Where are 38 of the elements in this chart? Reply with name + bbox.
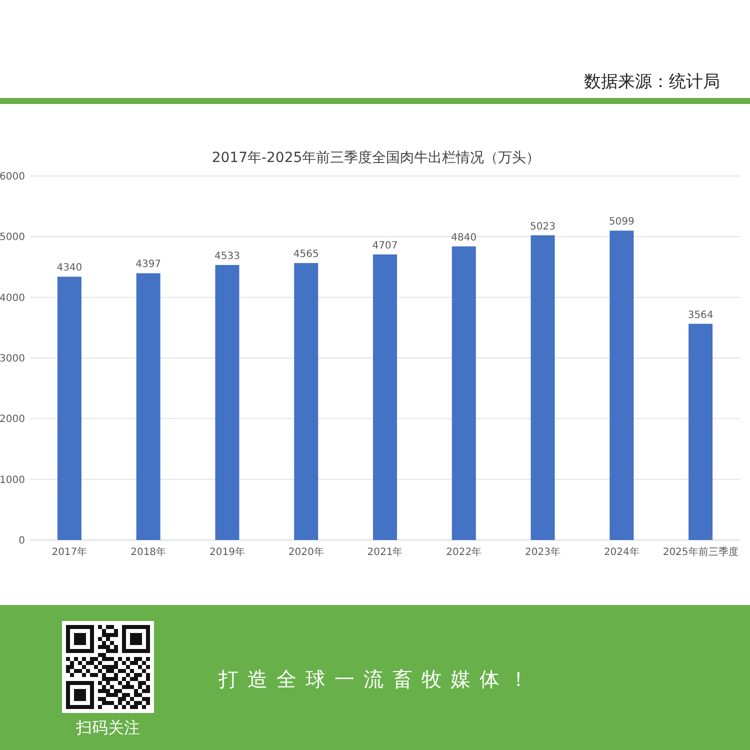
data-label: 5099 — [608, 216, 634, 228]
y-tick-label: 1000 — [0, 474, 25, 486]
data-label: 4533 — [214, 251, 240, 262]
text: 打造全球一流畜牧媒体！ — [218, 667, 538, 691]
y-tick-label: 0 — [18, 536, 25, 546]
bar — [136, 273, 160, 540]
data-label: 4340 — [56, 262, 82, 274]
x-tick-label: 2018年 — [130, 546, 166, 558]
data-label: 4565 — [293, 249, 319, 260]
y-tick-label: 3000 — [0, 354, 25, 364]
y-tick-label: 6000 — [0, 172, 25, 182]
x-tick-label: 2024年 — [604, 546, 640, 558]
data-label: 4707 — [372, 240, 398, 252]
x-tick-label: 2023年 — [525, 546, 561, 558]
bar — [530, 235, 555, 540]
bar — [610, 230, 634, 540]
data-label: 5023 — [530, 221, 556, 232]
x-tick-label: 2019年 — [209, 546, 245, 558]
bar — [57, 276, 82, 540]
x-tick-label: 2025年前三季度 — [662, 546, 738, 558]
y-tick-label: 4000 — [0, 292, 25, 304]
bar — [215, 265, 240, 540]
y-tick-label: 2000 — [0, 414, 25, 426]
bar — [452, 246, 476, 540]
data-label: 4397 — [136, 259, 162, 270]
x-tick-label: 2017年 — [52, 546, 88, 558]
bar — [373, 254, 397, 540]
bar — [294, 263, 318, 540]
chart-title: 2017年-2025年前三季度全国肉牛出栏情况（万头） — [212, 150, 540, 166]
data-label: 4840 — [451, 232, 477, 244]
x-tick-label: 2020年 — [288, 546, 324, 558]
y-tick-label: 5000 — [0, 232, 25, 244]
source-note: 数据来源：统计局 — [584, 72, 720, 92]
bar — [688, 324, 713, 540]
text: 扫码关注 — [75, 718, 140, 737]
x-tick-label: 2021年 — [367, 546, 403, 558]
data-label: 3564 — [688, 310, 714, 321]
x-tick-label: 2022年 — [446, 546, 482, 558]
